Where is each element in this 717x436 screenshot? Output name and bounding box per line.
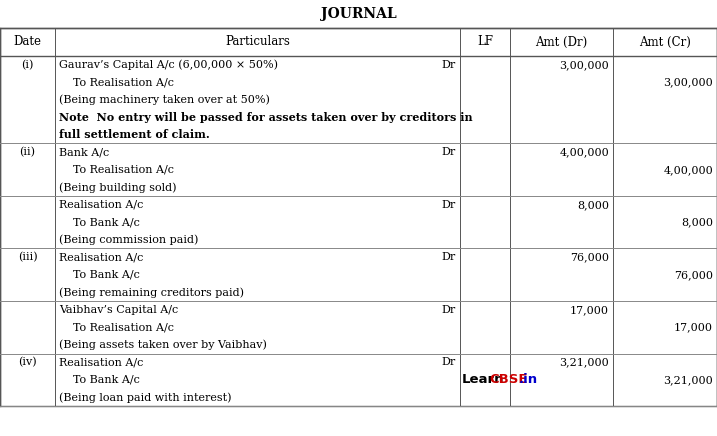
Text: To Realisation A/c: To Realisation A/c (59, 165, 174, 175)
Text: (Being commission paid): (Being commission paid) (59, 235, 199, 245)
Text: (iv): (iv) (18, 357, 37, 368)
Text: To Realisation A/c: To Realisation A/c (59, 77, 174, 87)
Text: (Being building sold): (Being building sold) (59, 182, 176, 193)
Text: 17,000: 17,000 (674, 322, 713, 332)
Text: 4,00,000: 4,00,000 (663, 165, 713, 175)
Text: Amt (Dr): Amt (Dr) (536, 35, 588, 48)
Text: (Being loan paid with interest): (Being loan paid with interest) (59, 392, 232, 402)
Text: Gaurav’s Capital A/c (6,00,000 × 50%): Gaurav’s Capital A/c (6,00,000 × 50%) (59, 59, 278, 70)
Text: 8,000: 8,000 (577, 200, 609, 210)
Bar (0, 28, 717, 406)
Text: To Realisation A/c: To Realisation A/c (59, 322, 174, 332)
Text: To Bank A/c: To Bank A/c (59, 375, 140, 385)
Text: (Being machinery taken over at 50%): (Being machinery taken over at 50%) (59, 95, 270, 105)
Text: Amt (Cr): Amt (Cr) (639, 35, 691, 48)
Text: 17,000: 17,000 (570, 305, 609, 315)
Text: Dr: Dr (442, 60, 456, 70)
Text: CBSE: CBSE (489, 373, 528, 386)
Text: To Bank A/c: To Bank A/c (59, 270, 140, 280)
Text: 76,000: 76,000 (570, 252, 609, 262)
Text: .in: .in (519, 373, 538, 386)
Text: 8,000: 8,000 (681, 217, 713, 227)
Text: Dr: Dr (442, 357, 456, 367)
Text: Dr: Dr (442, 305, 456, 315)
Text: 3,21,000: 3,21,000 (559, 357, 609, 367)
Text: Realisation A/c: Realisation A/c (59, 357, 143, 367)
Text: Dr: Dr (442, 252, 456, 262)
Text: 4,00,000: 4,00,000 (559, 147, 609, 157)
Text: Realisation A/c: Realisation A/c (59, 200, 143, 210)
Text: To Bank A/c: To Bank A/c (59, 217, 140, 227)
Text: (ii): (ii) (19, 147, 36, 157)
Text: (iii): (iii) (18, 252, 37, 262)
Text: 3,00,000: 3,00,000 (559, 60, 609, 70)
Text: Particulars: Particulars (225, 35, 290, 48)
Text: Date: Date (14, 35, 42, 48)
Text: 3,00,000: 3,00,000 (663, 77, 713, 87)
Text: (Being remaining creditors paid): (Being remaining creditors paid) (59, 287, 244, 297)
Text: Bank A/c: Bank A/c (59, 147, 109, 157)
Text: LF: LF (477, 35, 493, 48)
Text: Vaibhav’s Capital A/c: Vaibhav’s Capital A/c (59, 305, 179, 315)
Text: full settlement of claim.: full settlement of claim. (59, 129, 210, 140)
Text: Realisation A/c: Realisation A/c (59, 252, 143, 262)
Text: (Being assets taken over by Vaibhav): (Being assets taken over by Vaibhav) (59, 340, 267, 350)
Text: Note  No entry will be passed for assets taken over by creditors in: Note No entry will be passed for assets … (59, 112, 473, 123)
Text: Dr: Dr (442, 200, 456, 210)
Text: JOURNAL: JOURNAL (320, 7, 397, 21)
Text: 3,21,000: 3,21,000 (663, 375, 713, 385)
Text: 76,000: 76,000 (674, 270, 713, 280)
Text: (i): (i) (22, 60, 34, 70)
Text: Learn: Learn (462, 373, 505, 386)
Text: Dr: Dr (442, 147, 456, 157)
